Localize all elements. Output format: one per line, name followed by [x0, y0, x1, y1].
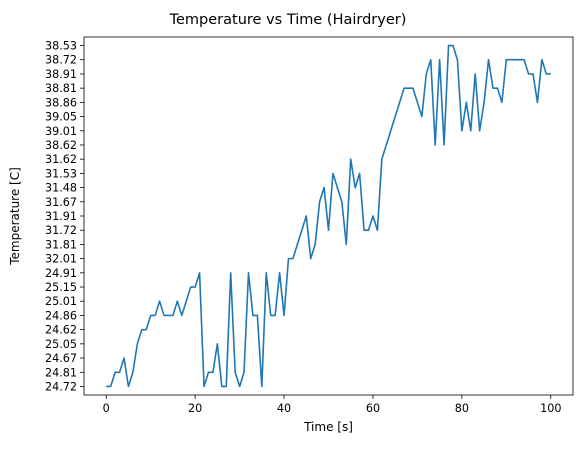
- x-axis-label: Time [s]: [303, 420, 353, 434]
- plot-area: [106, 44, 551, 388]
- y-tick-label: 38.91: [45, 68, 77, 81]
- x-tick-label: 80: [455, 402, 469, 415]
- y-tick-label: 24.67: [45, 352, 77, 365]
- y-axis-label: Temperature [C]: [8, 167, 22, 266]
- y-tick-label: 31.48: [45, 182, 77, 195]
- y-tick-label: 31.53: [45, 167, 77, 180]
- y-tick-label: 39.05: [45, 111, 77, 124]
- y-tick-label: 31.81: [45, 238, 77, 251]
- y-tick-label: 24.62: [45, 324, 77, 337]
- x-axis-ticks: 0 20 40 60 80 100: [103, 395, 561, 415]
- y-tick-label: 24.86: [45, 309, 77, 322]
- y-tick-label: 25.15: [45, 281, 77, 294]
- temperature-series-line: [106, 44, 551, 388]
- y-tick-label: 39.01: [45, 125, 77, 138]
- chart-title: Temperature vs Time (Hairdryer): [169, 12, 407, 28]
- y-tick-label: 38.62: [45, 139, 77, 152]
- x-tick-label: 60: [366, 402, 380, 415]
- y-tick-label: 32.01: [45, 253, 77, 266]
- y-tick-label: 31.72: [45, 224, 77, 237]
- x-tick-label: 20: [188, 402, 202, 415]
- y-tick-label: 38.81: [45, 82, 77, 95]
- y-tick-label: 31.67: [45, 196, 77, 209]
- y-tick-label: 24.81: [45, 366, 77, 379]
- y-tick-label: 38.53: [45, 40, 77, 53]
- x-tick-label: 100: [540, 402, 561, 415]
- y-tick-label: 31.91: [45, 210, 77, 223]
- plot-frame: [83, 36, 574, 396]
- y-tick-label: 25.05: [45, 338, 77, 351]
- y-tick-label: 31.62: [45, 153, 77, 166]
- y-tick-label: 38.72: [45, 54, 77, 67]
- x-tick-label: 0: [103, 402, 110, 415]
- y-tick-label: 24.72: [45, 380, 77, 393]
- y-tick-label: 25.01: [45, 295, 77, 308]
- x-tick-label: 40: [277, 402, 291, 415]
- y-tick-label: 24.91: [45, 267, 77, 280]
- y-tick-label: 38.86: [45, 96, 77, 109]
